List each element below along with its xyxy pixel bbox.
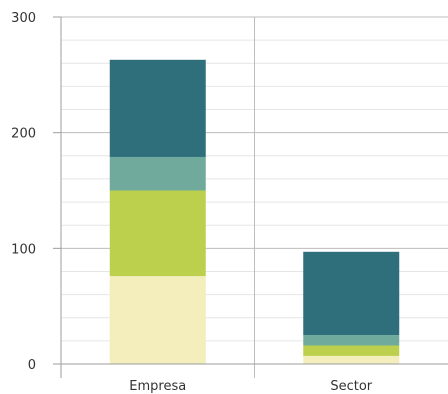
bar-segment-sector-1 <box>303 355 400 364</box>
bar-segment-empresa-3 <box>109 156 206 191</box>
x-category-label: Sector <box>330 379 372 394</box>
bars <box>109 59 400 364</box>
y-tick-label: 200 <box>11 127 36 142</box>
y-tick-label: 300 <box>11 11 36 26</box>
bar-segment-sector-4 <box>303 251 400 336</box>
y-axis-tick-labels: 0 100 200 300 <box>11 11 36 373</box>
bar-segment-empresa-1 <box>109 276 206 364</box>
bar-segment-empresa-2 <box>109 190 206 277</box>
bar-segment-empresa-4 <box>109 59 206 157</box>
y-tick-label: 0 <box>28 358 36 373</box>
bar-segment-sector-2 <box>303 345 400 356</box>
x-axis-category-labels: Empresa Sector <box>129 379 373 394</box>
bar-segment-sector-3 <box>303 335 400 346</box>
x-category-label: Empresa <box>129 379 186 394</box>
axes <box>53 16 448 378</box>
y-tick-label: 100 <box>11 242 36 257</box>
